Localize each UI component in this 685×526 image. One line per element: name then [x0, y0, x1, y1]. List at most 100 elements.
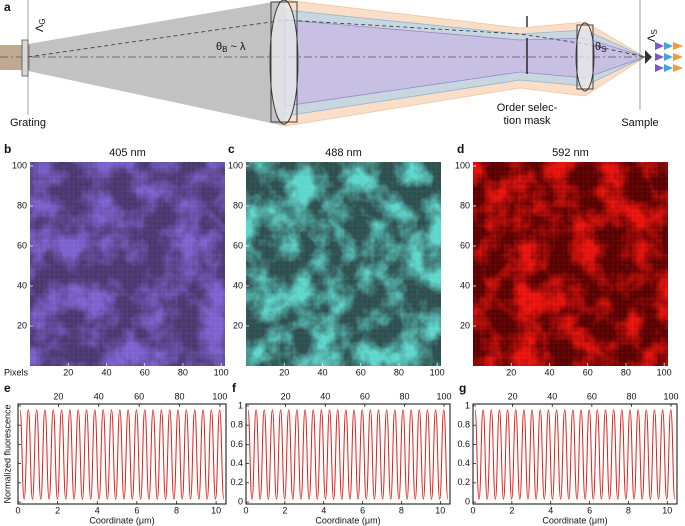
- x-tick-label: 10: [211, 505, 221, 515]
- y-tick-label: 60: [233, 240, 243, 250]
- x-tick-label: 60: [140, 367, 150, 377]
- x2-tick-label: 100: [664, 391, 679, 401]
- x-tick-label: 2: [509, 505, 514, 515]
- x2-tick-label: 40: [94, 391, 104, 401]
- x-tick-label: 40: [317, 367, 327, 377]
- panel-label: g: [459, 381, 466, 395]
- text: ~ λ: [227, 41, 246, 53]
- panel-label: c: [228, 142, 235, 156]
- x2-tick-label: 60: [360, 391, 370, 401]
- x2-tick-label: 100: [212, 391, 227, 401]
- y-tick-label: 0.4: [457, 458, 470, 468]
- fluor-blue: [664, 64, 673, 72]
- chief-ray: [27, 19, 646, 58]
- x-tick-label: 40: [544, 367, 554, 377]
- theta-b-label: θB ~ λ: [216, 41, 246, 54]
- y-tick-label: 1: [238, 400, 243, 410]
- x-tick-label: 80: [394, 367, 404, 377]
- lens-1-mount: [270, 1, 298, 123]
- y-tick-label: 0.8: [230, 420, 243, 430]
- x-axis-label: Pixels: [4, 367, 29, 377]
- y-tick-label: 60: [460, 240, 470, 250]
- y-tick-label: 80: [17, 200, 27, 210]
- x-tick-label: 6: [587, 505, 592, 515]
- x-tick-label: 60: [356, 367, 366, 377]
- x-tick-label: 100: [657, 367, 672, 377]
- y-tick-label: 100: [12, 160, 27, 170]
- x-tick-label: 100: [430, 367, 445, 377]
- x-tick-label: 8: [174, 505, 179, 515]
- x-tick-label: 60: [583, 367, 593, 377]
- image-mesh: [473, 162, 668, 366]
- sample-label: Sample: [621, 117, 658, 129]
- symbol: Λ: [646, 34, 658, 42]
- subscript: G: [38, 18, 47, 24]
- lens-1: [269, 0, 299, 125]
- fluor-orange: [673, 53, 683, 61]
- symbol: Λ: [34, 24, 46, 32]
- fluor-orange: [673, 42, 683, 50]
- grey-cone: [28, 0, 285, 126]
- x2-tick-label: 80: [175, 391, 185, 401]
- purple-fan: [284, 19, 647, 107]
- x2-tick-label: 100: [437, 391, 452, 401]
- mask-label: tion mask: [503, 115, 551, 127]
- fit-line: [247, 409, 449, 500]
- image-mesh: [246, 162, 441, 366]
- x-tick-label: 4: [95, 505, 100, 515]
- x-tick-label: 2: [55, 505, 60, 515]
- y-axis-label: Normalized fluorescence: [2, 404, 12, 503]
- x-tick-label: 6: [134, 505, 139, 515]
- y-tick-label: 0: [238, 496, 243, 506]
- x-tick-label: 6: [360, 505, 365, 515]
- grating-label: Grating: [10, 117, 46, 129]
- theta-s-label: θS: [595, 41, 606, 54]
- subscript: S: [601, 45, 606, 54]
- x2-tick-label: 60: [134, 391, 144, 401]
- y-tick-label: 100: [455, 160, 470, 170]
- x-tick-label: 10: [435, 505, 445, 515]
- x2-tick-label: 80: [399, 391, 409, 401]
- x-tick-label: 40: [101, 367, 111, 377]
- y-tick-label: 0.6: [230, 439, 243, 449]
- fit-line: [474, 409, 676, 500]
- x-tick-label: 100: [214, 367, 229, 377]
- x-tick-label: 8: [399, 505, 404, 515]
- panel-label: b: [4, 142, 11, 156]
- panel-label: d: [457, 142, 464, 156]
- focus: [645, 50, 652, 64]
- y-tick-label: 1: [465, 400, 470, 410]
- symbol: θ: [595, 41, 601, 53]
- y-tick-label: 20: [233, 320, 243, 330]
- fluor-purple: [655, 53, 664, 61]
- y-tick-label: 0.2: [457, 477, 470, 487]
- x2-tick-label: 80: [626, 391, 636, 401]
- y-tick-label: 40: [17, 280, 27, 290]
- y-tick-label: 60: [17, 240, 27, 250]
- y-tick-label: 0.8: [457, 420, 470, 430]
- image-mesh: [30, 162, 225, 366]
- x-tick-label: 80: [621, 367, 631, 377]
- plot-border: [17, 403, 227, 505]
- mask-label: Order selec-: [497, 102, 558, 114]
- panel-label: e: [4, 381, 11, 395]
- x-tick-label: 20: [279, 367, 289, 377]
- y-tick-label: 40: [460, 280, 470, 290]
- y-tick-label: 40: [233, 280, 243, 290]
- y-tick-label: 20: [17, 320, 27, 330]
- x-axis-label: Coordinate (μm): [89, 515, 154, 525]
- x-tick-label: 8: [626, 505, 631, 515]
- fluor-blue: [664, 53, 673, 61]
- plot-border: [472, 403, 678, 505]
- x-tick-label: 2: [282, 505, 287, 515]
- lambda-s-label: ΛS: [646, 29, 659, 42]
- x-tick-label: 0: [243, 505, 248, 515]
- x-tick-label: 0: [15, 505, 20, 515]
- y-tick-label: 100: [228, 160, 243, 170]
- lambda-g-label: ΛG: [34, 18, 47, 32]
- y-tick-label: 0.6: [457, 439, 470, 449]
- x-tick-label: 20: [506, 367, 516, 377]
- plot-border: [245, 403, 451, 505]
